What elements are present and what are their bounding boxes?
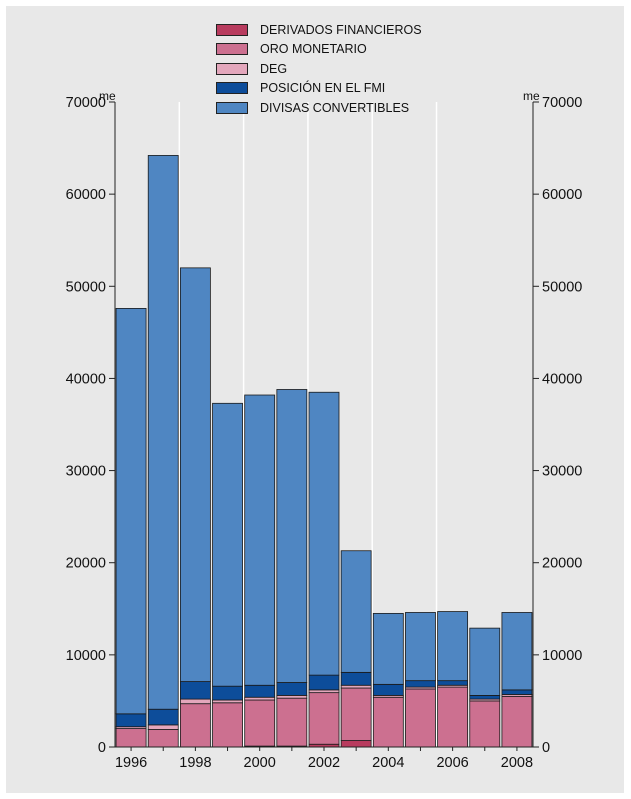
legend-label: POSICIÓN EN EL FMI bbox=[260, 81, 386, 96]
x-tick-label: 2002 bbox=[308, 755, 340, 771]
bar-segment bbox=[405, 612, 436, 682]
bar-segment bbox=[179, 698, 211, 705]
bar-segment bbox=[115, 713, 147, 728]
bar-segment bbox=[437, 611, 469, 682]
y-tick-label-right: 30000 bbox=[542, 464, 582, 480]
y-unit-label-left: me bbox=[99, 89, 116, 103]
bar-segment bbox=[244, 696, 276, 701]
legend-item: DEG bbox=[216, 59, 422, 79]
x-tick-label: 1998 bbox=[179, 755, 211, 771]
y-tick-label-right: 0 bbox=[542, 740, 550, 756]
legend-label: DIVISAS CONVERTIBLES bbox=[260, 100, 410, 115]
legend-label: DERIVADOS FINANCIEROS bbox=[260, 22, 422, 37]
bar-segment bbox=[244, 699, 276, 747]
bar-segment bbox=[372, 683, 404, 696]
y-unit-label-right: me bbox=[523, 89, 540, 103]
bar-segment bbox=[212, 702, 243, 748]
legend: DERIVADOS FINANCIEROS ORO MONETARIO DEG POS… bbox=[216, 20, 422, 118]
bar-segment bbox=[308, 391, 340, 676]
legend-swatch bbox=[216, 82, 248, 95]
bar-segment bbox=[179, 267, 211, 682]
y-tick-label-right: 40000 bbox=[542, 371, 582, 387]
legend-swatch bbox=[216, 43, 248, 56]
bar-segment bbox=[501, 612, 533, 691]
y-tick-label-left: 30000 bbox=[66, 464, 106, 480]
bar-segment bbox=[501, 695, 533, 748]
y-tick-label-left: 40000 bbox=[66, 371, 106, 387]
y-tick-label-right: 10000 bbox=[542, 648, 582, 664]
bar-segment bbox=[340, 684, 372, 689]
legend-swatch bbox=[216, 101, 248, 114]
y-tick-label-left: 0 bbox=[98, 740, 106, 756]
bar-segment bbox=[340, 671, 372, 686]
bar-segment bbox=[115, 728, 147, 748]
bar-segment bbox=[276, 695, 308, 699]
y-tick-label-left: 50000 bbox=[66, 279, 106, 295]
bar-segment bbox=[212, 699, 243, 704]
bar-segment bbox=[147, 729, 179, 748]
bar-segment bbox=[372, 696, 404, 748]
y-tick-label-left: 70000 bbox=[66, 95, 106, 111]
bar-segment bbox=[212, 402, 243, 687]
bar-segment bbox=[147, 155, 179, 710]
x-tick-label: 2006 bbox=[436, 755, 468, 771]
y-tick-label-left: 10000 bbox=[66, 648, 106, 664]
bar-segment bbox=[244, 684, 276, 698]
bar-segment bbox=[469, 695, 501, 700]
x-tick-label: 2000 bbox=[244, 755, 276, 771]
bar-segment bbox=[308, 692, 340, 745]
y-tick-label-right: 20000 bbox=[542, 556, 582, 572]
bar-segment bbox=[372, 612, 404, 685]
x-tick-label: 1996 bbox=[115, 755, 147, 771]
bar-segment bbox=[147, 708, 179, 726]
bar-segment bbox=[405, 680, 436, 688]
legend-item: DERIVADOS FINANCIEROS bbox=[216, 20, 422, 40]
bar-segment bbox=[469, 700, 501, 748]
bar-segment bbox=[179, 681, 211, 700]
bar-segment bbox=[308, 674, 340, 691]
chart-panel: 0 0 10000 10000 20000 20000 30000 30000 40000 400… bbox=[6, 6, 624, 793]
bar-segment bbox=[276, 682, 308, 696]
legend-item: ORO MONETARIO bbox=[216, 40, 422, 60]
bar-segment bbox=[340, 740, 372, 748]
bar-segment bbox=[340, 687, 372, 741]
bar-segment bbox=[469, 627, 501, 696]
legend-label: DEG bbox=[260, 61, 288, 76]
bar-segment bbox=[115, 307, 147, 715]
legend-swatch bbox=[216, 62, 248, 75]
legend-label: ORO MONETARIO bbox=[260, 42, 367, 57]
legend-swatch bbox=[216, 23, 248, 36]
bar-segment bbox=[340, 550, 372, 673]
x-tick-label: 2004 bbox=[372, 755, 404, 771]
y-tick-label-left: 20000 bbox=[66, 556, 106, 572]
y-tick-label-right: 70000 bbox=[542, 95, 582, 111]
legend-item: DIVISAS CONVERTIBLES bbox=[216, 98, 422, 118]
bar-segment bbox=[437, 680, 469, 686]
bar-segment bbox=[276, 697, 308, 747]
legend-item: POSICIÓN EN EL FMI bbox=[216, 79, 422, 99]
y-tick-label-left: 60000 bbox=[66, 187, 106, 203]
bar-segment bbox=[308, 689, 340, 694]
bar-segment bbox=[179, 703, 211, 748]
bar-segment bbox=[437, 686, 469, 748]
bar-segment bbox=[405, 688, 436, 748]
y-tick-label-right: 60000 bbox=[542, 187, 582, 203]
bar-segment bbox=[501, 689, 533, 695]
y-tick-label-right: 50000 bbox=[542, 279, 582, 295]
stacked-bar-chart: 0 0 10000 10000 20000 20000 30000 30000 40000 400… bbox=[66, 95, 583, 771]
bar-segment bbox=[276, 389, 308, 683]
bar-segment bbox=[212, 685, 243, 701]
x-tick-label: 2008 bbox=[501, 755, 533, 771]
bar-segment bbox=[244, 394, 276, 686]
bar-segment bbox=[147, 724, 179, 730]
